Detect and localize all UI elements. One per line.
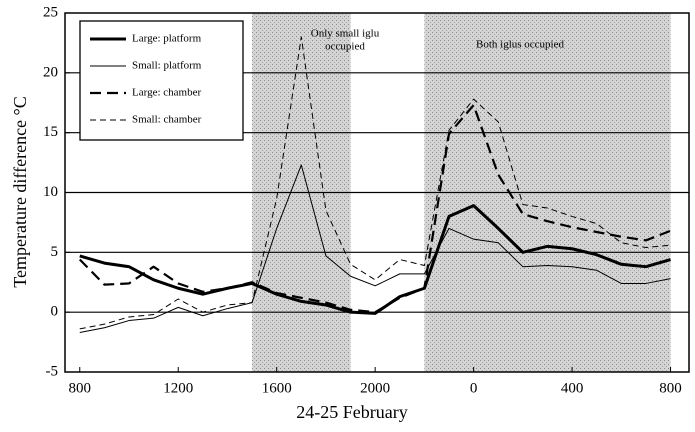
- x-tick-label: 400: [561, 380, 584, 396]
- annotation: Only small iglu: [311, 28, 380, 40]
- lines: [78, 36, 671, 334]
- y-tick-label: 10: [43, 184, 58, 200]
- y-axis-label: Temperature difference °C: [10, 96, 30, 288]
- x-tick-label: 800: [659, 380, 682, 396]
- y-tick-label: 5: [51, 244, 59, 260]
- annotation: Both iglus occupied: [476, 39, 564, 51]
- legend: Large: platform Small: platform Large: cha…: [79, 20, 244, 141]
- ticks: -5 0 5 10 15 20 25 800 1200 1600 2000 0 400 800: [43, 4, 682, 396]
- series-line: [79, 164, 671, 334]
- x-tick-label: 0: [470, 380, 478, 396]
- x-axis-label: 24-25 February: [296, 402, 407, 422]
- legend-label: Small: chamber: [132, 114, 202, 126]
- legend-label: Large: platform: [132, 33, 202, 45]
- series-line: [79, 204, 671, 315]
- legend-box: [79, 20, 244, 141]
- x-tick-label: 2000: [360, 380, 390, 396]
- y-tick-label: 0: [51, 304, 59, 320]
- series-line: [78, 104, 671, 314]
- annotation: occupied: [325, 41, 365, 53]
- y-tick-label: 20: [43, 64, 58, 80]
- x-tick-label: 1200: [163, 380, 193, 396]
- y-tick-label: 25: [43, 4, 58, 20]
- y-tick-label: -5: [46, 363, 59, 379]
- y-tick-label: 15: [43, 124, 58, 140]
- legend-label: Small: platform: [132, 60, 202, 72]
- legend-label: Large: chamber: [132, 87, 201, 99]
- x-tick-label: 1600: [262, 380, 292, 396]
- series-line: [79, 36, 671, 330]
- x-tick-label: 800: [69, 380, 92, 396]
